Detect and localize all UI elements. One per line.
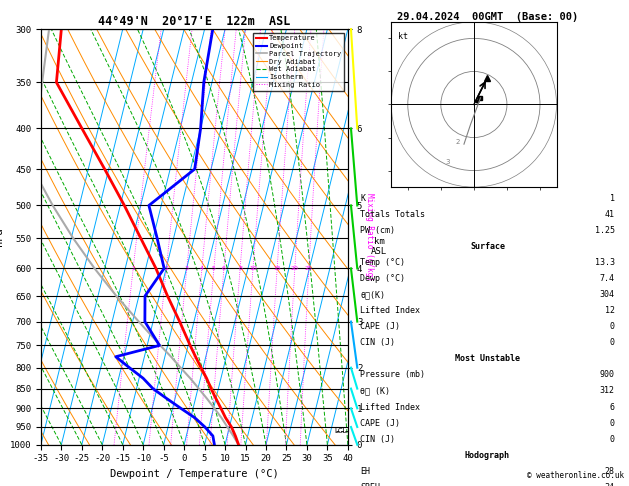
Text: 5: 5	[212, 266, 216, 271]
Text: SREH: SREH	[360, 483, 381, 486]
Text: 10: 10	[249, 266, 257, 271]
Text: 1.25: 1.25	[594, 226, 615, 235]
Text: 8: 8	[238, 266, 242, 271]
Text: 20: 20	[291, 266, 299, 271]
Text: 7.4: 7.4	[599, 274, 615, 283]
Y-axis label: hPa: hPa	[0, 227, 4, 246]
Text: LCL: LCL	[335, 428, 347, 434]
Text: CIN (J): CIN (J)	[360, 434, 396, 444]
Text: 2: 2	[164, 266, 169, 271]
Text: θᴄ(K): θᴄ(K)	[360, 290, 386, 299]
Title: 44°49'N  20°17'E  122m  ASL: 44°49'N 20°17'E 122m ASL	[98, 15, 291, 28]
Text: Surface: Surface	[470, 242, 505, 251]
Text: 29.04.2024  00GMT  (Base: 00): 29.04.2024 00GMT (Base: 00)	[397, 12, 578, 22]
Text: 0: 0	[610, 338, 615, 347]
Text: 1: 1	[131, 266, 135, 271]
Text: 2: 2	[455, 139, 460, 145]
Text: © weatheronline.co.uk: © weatheronline.co.uk	[528, 471, 625, 480]
Text: CAPE (J): CAPE (J)	[360, 322, 400, 331]
Text: kt: kt	[398, 32, 408, 41]
Text: 6: 6	[610, 402, 615, 412]
Text: 3: 3	[445, 159, 450, 165]
Text: 1: 1	[610, 194, 615, 203]
Text: K: K	[360, 194, 365, 203]
Legend: Temperature, Dewpoint, Parcel Trajectory, Dry Adiabat, Wet Adiabat, Isotherm, Mi: Temperature, Dewpoint, Parcel Trajectory…	[253, 33, 344, 90]
X-axis label: Dewpoint / Temperature (°C): Dewpoint / Temperature (°C)	[110, 469, 279, 479]
Text: Most Unstable: Most Unstable	[455, 354, 520, 364]
Text: 34: 34	[604, 483, 615, 486]
Text: CIN (J): CIN (J)	[360, 338, 396, 347]
Text: Temp (°C): Temp (°C)	[360, 258, 405, 267]
Text: 25: 25	[305, 266, 313, 271]
Text: 13.3: 13.3	[594, 258, 615, 267]
Text: EH: EH	[360, 467, 370, 476]
Text: 3: 3	[185, 266, 189, 271]
Text: 15: 15	[273, 266, 281, 271]
Text: 41: 41	[604, 210, 615, 219]
Text: 0: 0	[610, 418, 615, 428]
Text: 312: 312	[599, 386, 615, 396]
Text: Lifted Index: Lifted Index	[360, 306, 420, 315]
Text: 0: 0	[610, 434, 615, 444]
Text: 4: 4	[200, 266, 204, 271]
Text: 28: 28	[604, 467, 615, 476]
Text: Lifted Index: Lifted Index	[360, 402, 420, 412]
Text: PW (cm): PW (cm)	[360, 226, 396, 235]
Text: Dewp (°C): Dewp (°C)	[360, 274, 405, 283]
Text: 0: 0	[610, 322, 615, 331]
Text: 900: 900	[599, 370, 615, 380]
Y-axis label: km
ASL: km ASL	[371, 237, 387, 256]
Text: Pressure (mb): Pressure (mb)	[360, 370, 425, 380]
Text: 6: 6	[222, 266, 226, 271]
Text: θᴄ (K): θᴄ (K)	[360, 386, 391, 396]
Text: Hodograph: Hodograph	[465, 451, 510, 460]
Text: 12: 12	[604, 306, 615, 315]
Text: Mixing Ratio (g/kg): Mixing Ratio (g/kg)	[365, 193, 374, 281]
Text: 304: 304	[599, 290, 615, 299]
Text: Totals Totals: Totals Totals	[360, 210, 425, 219]
Text: CAPE (J): CAPE (J)	[360, 418, 400, 428]
